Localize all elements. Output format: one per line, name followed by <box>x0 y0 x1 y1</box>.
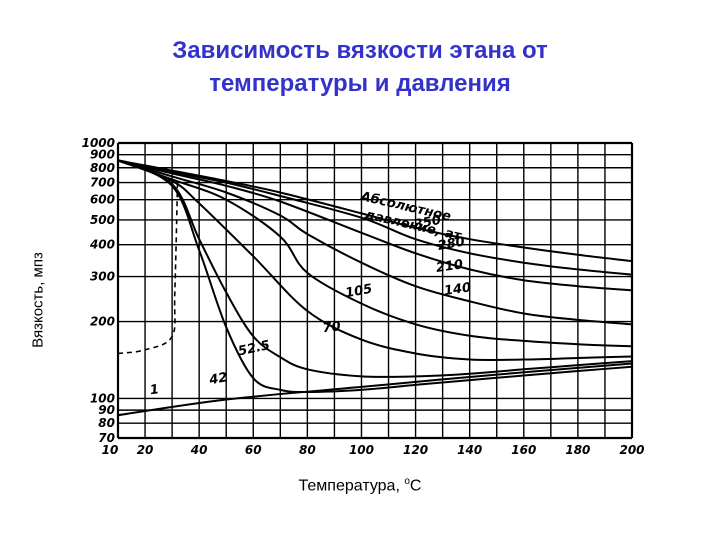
series-line-140 <box>117 159 633 326</box>
saturation-boundary <box>117 182 179 355</box>
x-tick-label: 20 <box>137 443 154 457</box>
x-tick-label: 180 <box>565 443 590 457</box>
x-tick-label: 10 <box>102 443 119 457</box>
curve-label-140: 140 <box>443 280 472 299</box>
x-tick-label: 80 <box>299 443 316 457</box>
series-line-210 <box>117 159 633 292</box>
y-tick-label: 300 <box>90 270 115 284</box>
series-line-70 <box>117 159 633 362</box>
series-line-1 <box>117 362 633 417</box>
y-tick-label: 1000 <box>82 136 115 150</box>
x-tick-label: 40 <box>190 443 208 457</box>
x-tick-label: 140 <box>457 443 482 457</box>
y-tick-label: 90 <box>98 403 115 417</box>
y-tick-label: 80 <box>98 416 115 430</box>
x-tick-label: 200 <box>619 443 644 457</box>
page-title: Зависимость вязкости этана от температур… <box>0 34 720 100</box>
curve-label-70: 70 <box>322 319 342 336</box>
chart-series <box>117 159 633 417</box>
curve-label-1: 1 <box>149 382 160 398</box>
curve-label-52-5: 52.5 <box>237 338 271 359</box>
x-tick-label: 160 <box>511 443 536 457</box>
y-tick-label: 70 <box>98 431 115 445</box>
x-axis-unit: C <box>409 477 422 495</box>
x-axis-label: Температура, oC <box>0 476 720 495</box>
series-line-280 <box>117 159 633 276</box>
x-axis-label-text: Температура, <box>298 477 400 495</box>
y-tick-label: 600 <box>90 193 115 207</box>
y-tick-label: 200 <box>90 315 115 329</box>
series-line-42 <box>117 159 633 394</box>
curve-label-105: 105 <box>344 282 373 301</box>
curve-label-210: 210 <box>435 257 464 276</box>
chart-ticks: 10 20 40 60 80 100 120 140 160 180 200100090080070… <box>82 136 645 457</box>
y-tick-label: 400 <box>89 238 115 252</box>
y-tick-label: 500 <box>90 213 115 227</box>
boundary-line <box>117 182 179 355</box>
curve-label-350: 350 <box>413 213 443 233</box>
y-tick-label: 900 <box>90 148 115 162</box>
series-line-105 <box>117 159 633 348</box>
y-tick-label: 700 <box>90 176 115 190</box>
x-tick-label: 100 <box>349 443 374 457</box>
x-tick-label: 60 <box>245 443 262 457</box>
curve-label-42: 42 <box>207 370 228 388</box>
title-line-1: Зависимость вязкости этана от <box>172 37 548 64</box>
y-tick-label: 800 <box>90 161 115 175</box>
curve-label-280: 280 <box>437 234 466 253</box>
series-line-52-5 <box>117 159 633 378</box>
x-tick-label: 120 <box>403 443 428 457</box>
title-line-2: температуры и давления <box>209 70 511 97</box>
x-axis-unit-degree: o <box>404 476 410 487</box>
series-line-350 <box>117 159 633 263</box>
y-tick-label: 100 <box>90 391 115 405</box>
